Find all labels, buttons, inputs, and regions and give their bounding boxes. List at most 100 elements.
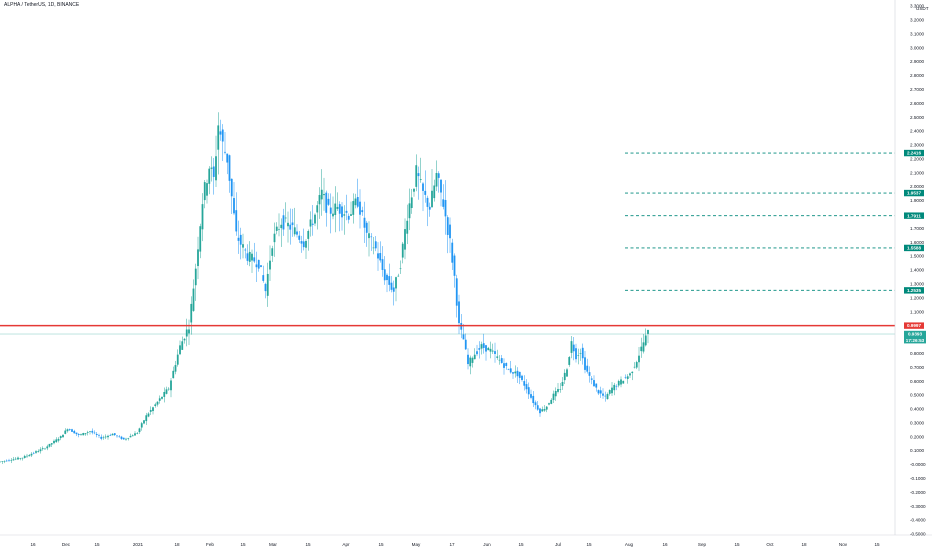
candle-body [183,338,186,341]
candle-body [424,190,427,195]
candle [415,154,418,192]
candle [478,341,481,359]
candle [163,387,166,403]
candle [111,433,114,436]
candle [633,362,636,369]
candle [622,380,625,384]
candle-body [149,409,152,412]
candles-layer [0,112,649,465]
candle [311,205,314,236]
candle-body [629,373,631,376]
candle-body [122,437,125,440]
price-tick-label: 0.3000 [910,420,924,425]
candle-body [248,251,251,262]
candle-body [224,151,226,153]
candle [516,367,519,383]
candle [624,374,627,380]
candle [113,433,116,437]
candle [581,343,584,365]
candle [305,239,307,259]
candle-body [251,253,253,261]
candle [316,201,319,230]
candle-body [347,215,350,220]
candle [129,433,132,438]
candle-body [264,283,267,292]
candle-body [408,203,411,219]
level-badge-label: 1.2535 [907,288,921,293]
candle [107,434,109,440]
currency-label: USDT [916,6,929,11]
candle [271,245,274,262]
candle [541,406,544,412]
candle [354,193,357,209]
candle [300,235,303,253]
candle-body [561,381,564,387]
candle [120,435,123,440]
time-axis[interactable]: 16 Dec 15 2021 18 Feb 15 Mar 15 Apr 15 May 17 Jun 15 Ju… [30,542,880,547]
candle [437,171,440,193]
candle-body [363,217,366,228]
candle [10,458,13,464]
candle-body [185,329,188,337]
price-tick-label: 3.1000 [910,31,924,36]
candle-body [221,129,224,142]
candle [570,336,573,359]
candle [597,389,600,396]
candle-body [48,443,51,447]
candle-body [152,407,154,412]
candle [302,228,305,251]
candle [615,384,618,391]
candle [514,365,517,378]
candle [170,378,172,398]
candle [485,344,487,361]
candle-body [343,214,346,216]
candle-body [437,173,440,178]
candle-body [390,282,393,290]
candle-body [622,380,625,384]
candle-body [179,345,181,355]
candle [606,392,609,400]
candle [221,124,224,162]
candle-body [278,229,280,230]
candle-body [30,453,33,456]
candle-body [404,229,406,250]
candle-body [462,334,465,340]
candle [165,386,168,395]
candle-body [37,451,40,453]
candle-body [113,433,116,436]
target-badge [904,149,924,157]
level-badge-label: 1.9537 [907,191,921,196]
candle-body [370,236,373,238]
candle-body [638,355,640,363]
candle-body [593,380,595,387]
candle-body [314,214,316,224]
candle-body [26,455,28,457]
price-axis[interactable]: 3.3000 3.2000 3.1000 3.0000 2.9000 2.8000 2.70… [910,4,926,537]
candle-body [82,433,85,436]
candle-body [71,429,73,432]
candle [338,201,341,232]
candle-body [109,435,112,436]
candle-body [273,233,276,243]
time-tick-label: Mar [269,542,277,547]
candle-body [5,460,8,462]
candle-body [581,347,584,359]
candle-body [640,346,643,352]
target-badge [904,212,924,219]
candle-body [323,194,325,196]
candle-body [284,217,287,219]
candle [5,459,8,462]
candle [32,451,35,455]
candle-body [100,436,103,439]
candle-body [235,210,238,232]
candle-body [46,446,49,449]
candle-body [487,347,490,351]
candle-body [203,182,206,201]
candle-body [147,413,150,417]
candle [361,206,364,216]
candle [127,437,130,441]
candle [334,186,337,233]
candle-body [633,366,636,368]
